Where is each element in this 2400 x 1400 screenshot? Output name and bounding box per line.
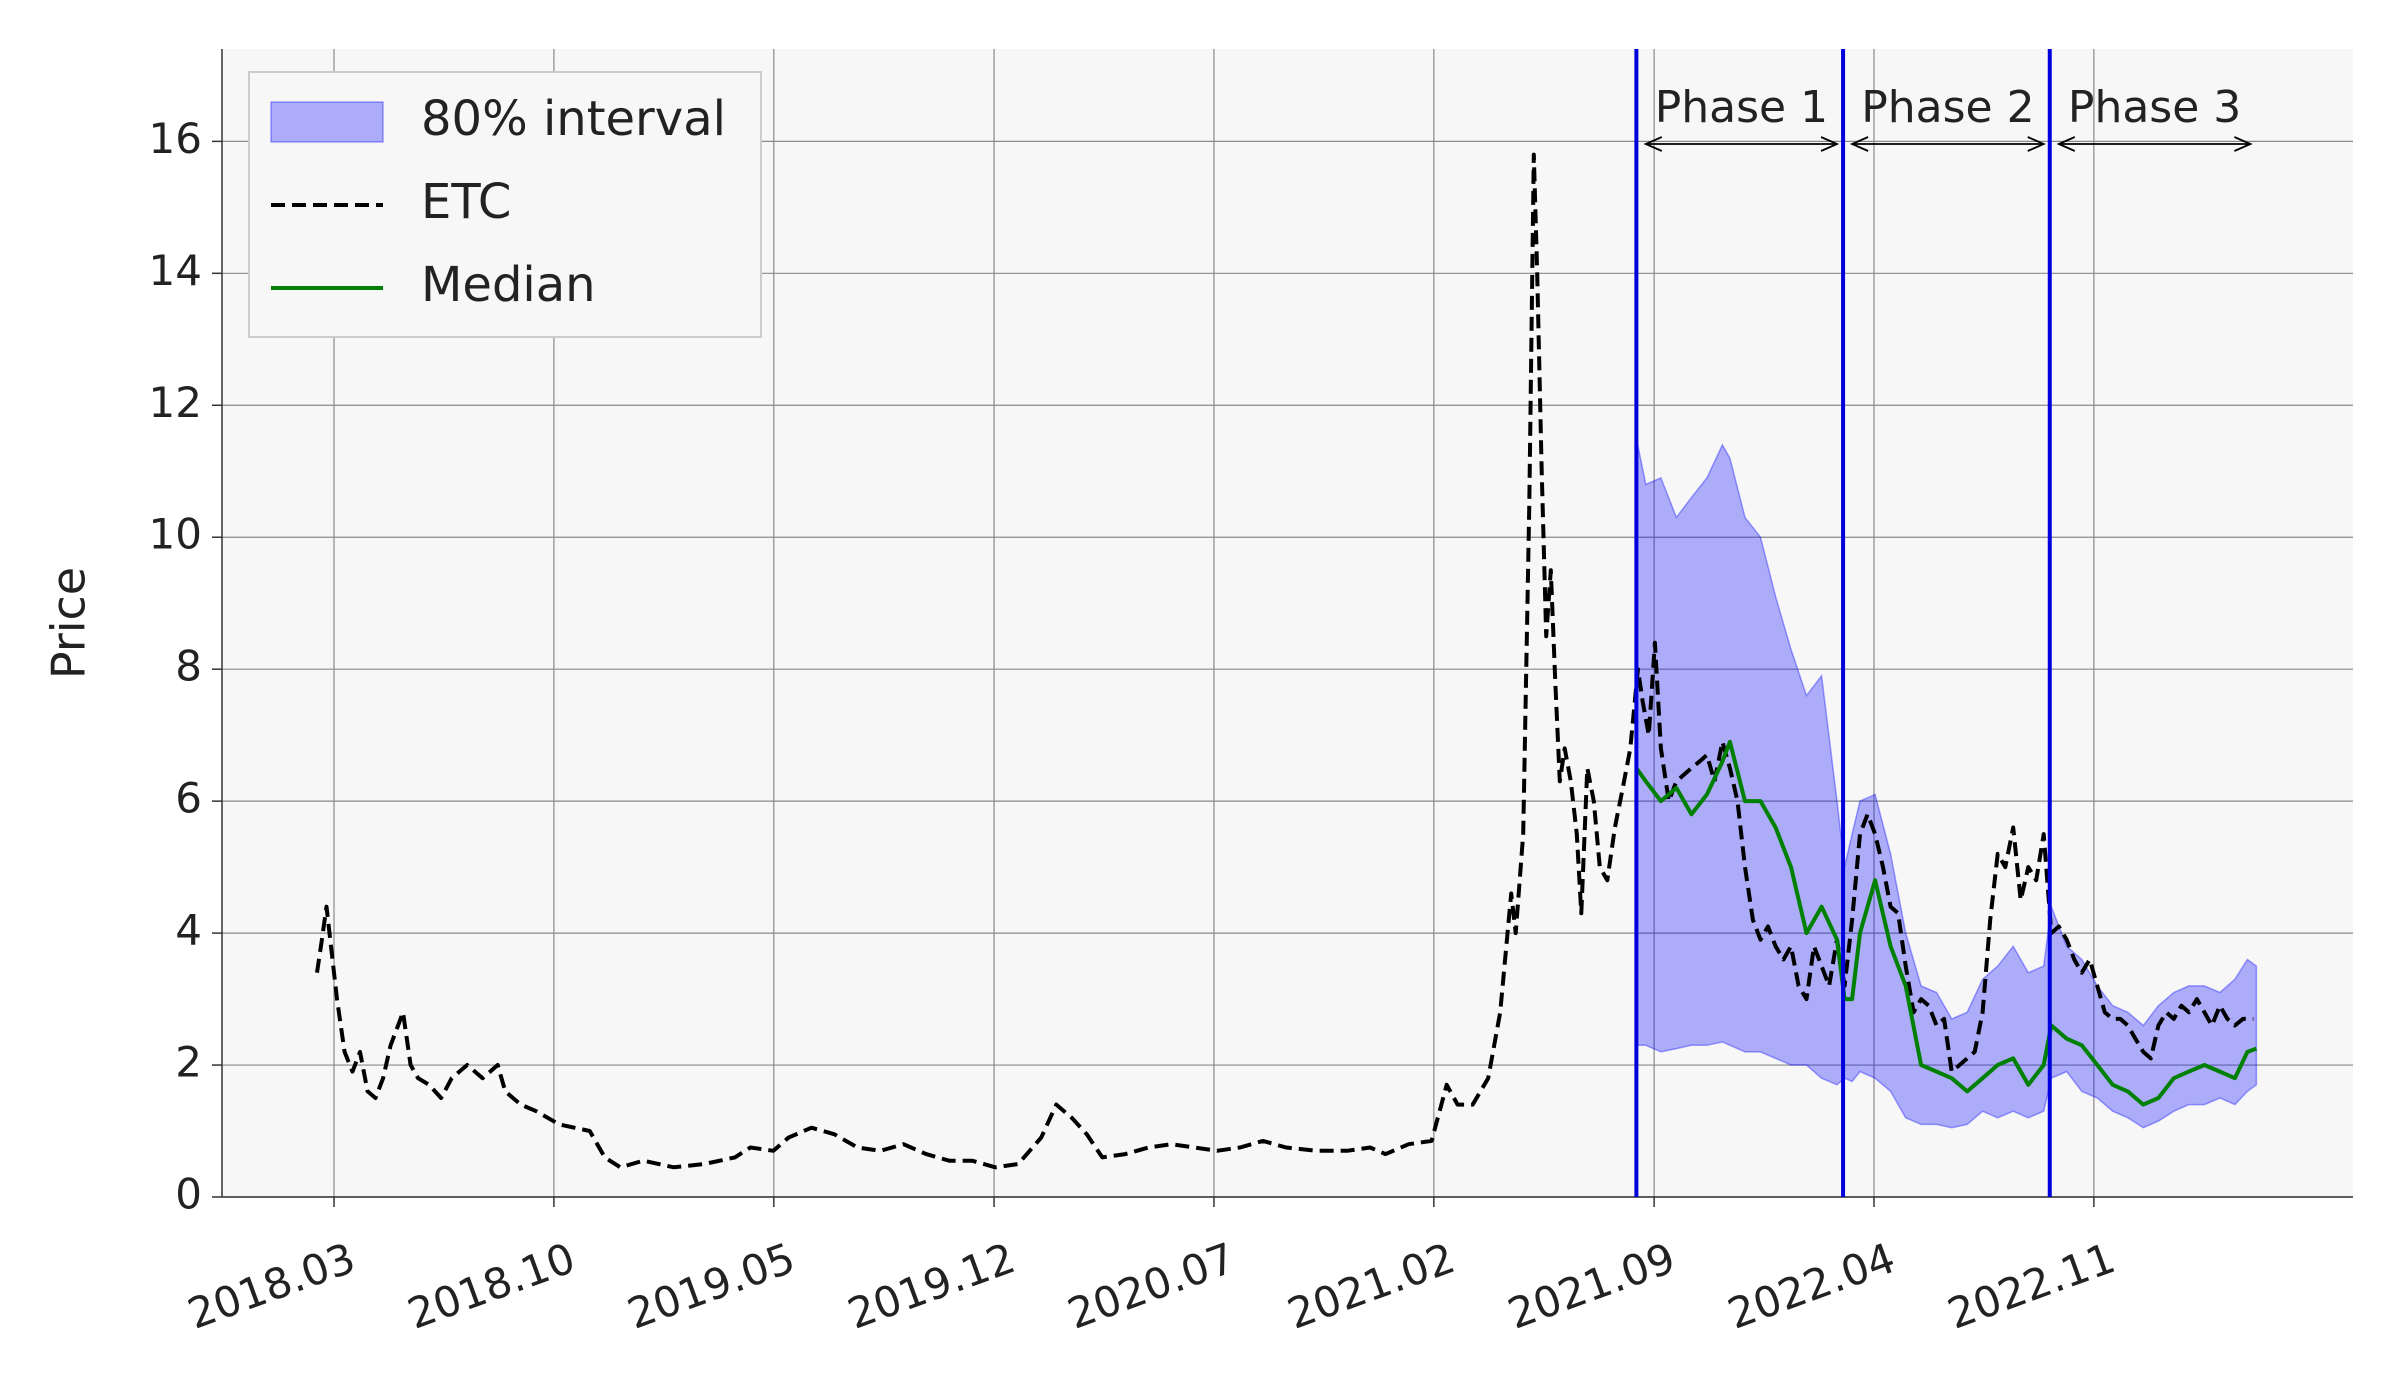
y-tick-label: 6 — [175, 774, 202, 823]
y-tick-label: 2 — [175, 1038, 202, 1087]
y-tick-label: 14 — [149, 246, 202, 295]
y-tick-label: 8 — [175, 642, 202, 691]
arrow-head — [2234, 136, 2253, 152]
x-tick-label: 2021.09 — [1501, 1233, 1681, 1338]
arrow-head — [1643, 136, 1663, 152]
y-tick-label: 10 — [149, 510, 202, 559]
legend-swatch — [270, 101, 384, 143]
y-tick-label: 4 — [175, 906, 202, 955]
x-tick-label: 2019.12 — [841, 1233, 1021, 1338]
phase-label: Phase 2 — [1861, 82, 2034, 133]
arrow-head — [1849, 136, 1869, 152]
x-tick-label: 2018.10 — [401, 1233, 581, 1338]
arrow-head — [1820, 136, 1840, 152]
legend-label: Median — [421, 257, 596, 313]
x-tick-label: 2019.05 — [621, 1233, 801, 1338]
series-line — [1634, 739, 2258, 1107]
arrow-head — [2027, 136, 2046, 152]
x-tick-label: 2021.02 — [1281, 1233, 1461, 1338]
legend-label: ETC — [421, 174, 511, 230]
y-axis-label: Price — [42, 567, 96, 679]
y-tick-label: 12 — [149, 378, 202, 427]
y-tick-label: 16 — [149, 114, 202, 163]
arrow-head — [2056, 136, 2076, 152]
x-tick-label: 2018.03 — [181, 1233, 361, 1338]
x-tick-label: 2022.11 — [1941, 1233, 2121, 1338]
legend-label: 80% interval — [421, 91, 726, 147]
phase-label: Phase 3 — [2068, 82, 2241, 133]
series-line — [315, 152, 2254, 1170]
y-tick-label: 0 — [175, 1170, 202, 1219]
x-tick-label: 2022.04 — [1721, 1233, 1901, 1338]
phase-label: Phase 1 — [1655, 82, 1828, 133]
x-tick-label: 2020.07 — [1061, 1233, 1241, 1338]
plot-area — [315, 152, 2258, 1170]
